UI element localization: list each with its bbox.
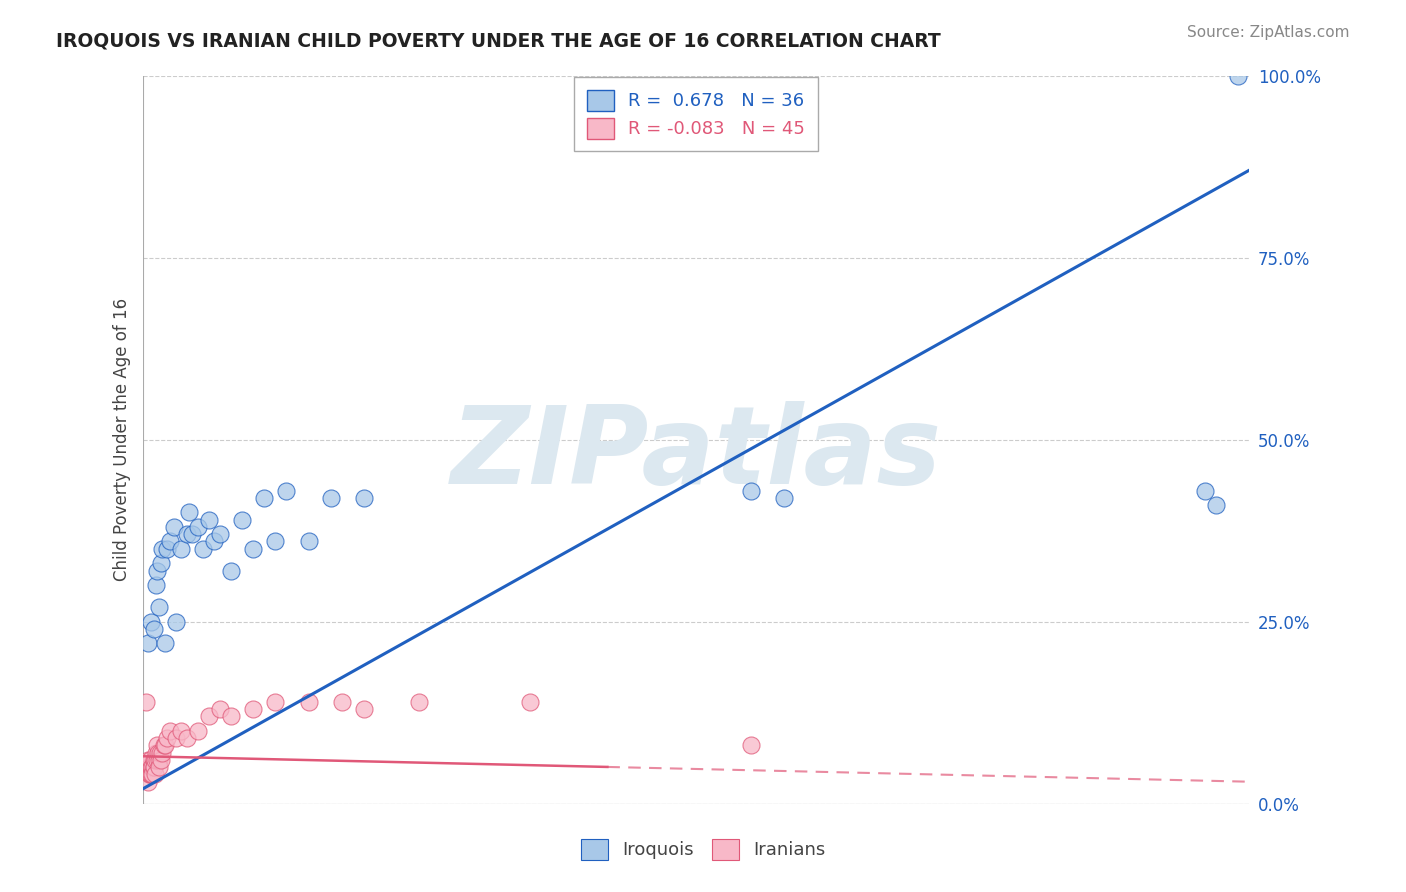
Point [187,520,209,534]
Point [219,709,242,723]
Legend: Iroquois, Iranians: Iroquois, Iranians [574,831,832,867]
Point [145,578,167,592]
Point [136,760,159,774]
Point [152,746,174,760]
Point [135,695,157,709]
Point [142,622,165,636]
Point [1227,69,1250,83]
Legend: R =  0.678   N = 36, R = -0.083   N = 45: R = 0.678 N = 36, R = -0.083 N = 45 [574,78,818,152]
Point [136,774,159,789]
Point [176,527,198,541]
Point [146,564,169,578]
Point [142,760,165,774]
Point [297,695,319,709]
Point [138,767,160,781]
Point [149,746,172,760]
Point [152,541,174,556]
Point [330,695,353,709]
Point [242,702,264,716]
Point [170,723,193,738]
Point [219,564,242,578]
Point [740,483,762,498]
Text: ZIPatlas: ZIPatlas [450,401,942,507]
Point [353,702,375,716]
Point [138,760,160,774]
Point [145,746,167,760]
Point [408,695,430,709]
Point [148,760,170,774]
Point [141,760,163,774]
Point [143,767,166,781]
Point [208,702,231,716]
Point [146,753,169,767]
Point [141,615,163,629]
Point [153,636,176,650]
Point [165,615,187,629]
Point [1194,483,1216,498]
Point [1205,498,1227,512]
Point [519,695,541,709]
Point [136,753,159,767]
Point [142,760,165,774]
Text: IROQUOIS VS IRANIAN CHILD POVERTY UNDER THE AGE OF 16 CORRELATION CHART: IROQUOIS VS IRANIAN CHILD POVERTY UNDER … [56,31,941,50]
Point [264,695,287,709]
Point [242,541,264,556]
Point [146,739,169,753]
Point [152,739,174,753]
Point [165,731,187,745]
Point [740,739,762,753]
Point [146,746,169,760]
Point [264,534,287,549]
Point [773,491,796,505]
Y-axis label: Child Poverty Under the Age of 16: Child Poverty Under the Age of 16 [114,298,131,581]
Point [141,767,163,781]
Text: Source: ZipAtlas.com: Source: ZipAtlas.com [1187,25,1350,40]
Point [142,753,165,767]
Point [176,731,198,745]
Point [353,491,375,505]
Point [193,541,215,556]
Point [276,483,298,498]
Point [208,527,231,541]
Point [204,534,226,549]
Point [139,767,162,781]
Point [159,723,181,738]
Point [156,541,179,556]
Point [231,513,253,527]
Point [150,753,173,767]
Point [139,753,162,767]
Point [170,541,193,556]
Point [141,767,163,781]
Point [148,599,170,614]
Point [198,513,221,527]
Point [156,731,179,745]
Point [148,753,170,767]
Point [253,491,276,505]
Point [181,527,204,541]
Point [297,534,319,549]
Point [198,709,221,723]
Point [187,723,209,738]
Point [177,505,200,519]
Point [319,491,342,505]
Point [153,739,176,753]
Point [162,520,184,534]
Point [141,760,163,774]
Point [143,753,166,767]
Point [159,534,181,549]
Point [150,557,173,571]
Point [136,636,159,650]
